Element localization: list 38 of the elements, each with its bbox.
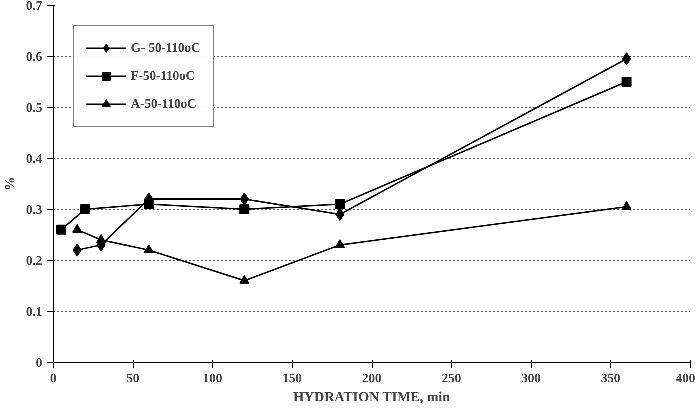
point (240, 275, 250, 284)
point (56, 224, 66, 235)
y-tick-label: 0.6 (26, 49, 43, 64)
x-tick-label: 350 (601, 370, 621, 386)
x-tick-label: 50 (126, 370, 140, 386)
point (80, 204, 90, 214)
legend-label: G- 50-110oC (131, 40, 201, 56)
x-tick-label: 0 (50, 370, 57, 386)
x-axis-title: HYDRATION TIME, min (293, 390, 451, 406)
x-tick-label: 200 (362, 370, 382, 386)
point (336, 208, 345, 222)
y-tick-label: 0.4 (26, 151, 43, 166)
point (335, 240, 346, 248)
point (622, 52, 632, 66)
x-tick-label: 250 (442, 370, 462, 386)
point (72, 224, 82, 233)
y-tick-label: 0.7 (26, 0, 43, 13)
point (240, 204, 250, 214)
y-tick-label: 0.5 (26, 100, 43, 115)
legend-label: A-50-110oC (131, 96, 197, 112)
point (144, 199, 154, 210)
y-tick-label: 0 (36, 355, 42, 370)
point (622, 201, 632, 210)
x-tick-label: 100 (203, 370, 222, 386)
point (622, 77, 632, 87)
y-tick-label: 0.1 (26, 304, 42, 319)
y-axis-title: % (3, 177, 18, 191)
x-tick-label: 150 (282, 370, 302, 386)
point (72, 244, 82, 257)
y-tick-label: 0.3 (26, 202, 43, 217)
point (240, 192, 250, 206)
x-tick-label: 300 (522, 370, 541, 386)
point (335, 199, 346, 210)
x-tick-label: 400 (676, 370, 695, 386)
point (144, 244, 154, 254)
y-tick-label: 0.2 (26, 253, 42, 268)
point (96, 234, 106, 244)
legend-label: F-50-110oC (131, 68, 196, 84)
